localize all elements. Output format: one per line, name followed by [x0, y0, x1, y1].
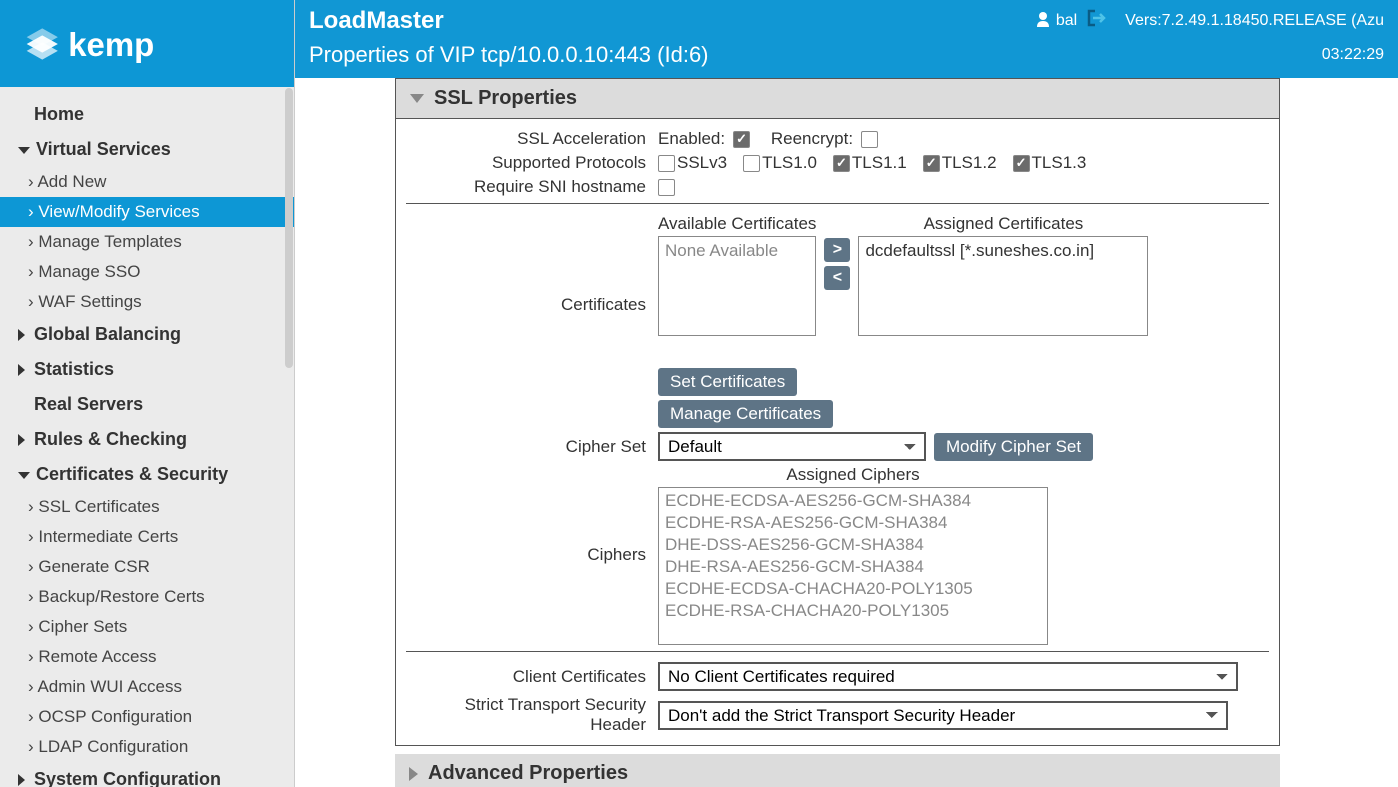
sidebar-item-global-balancing[interactable]: Global Balancing: [0, 317, 294, 352]
cipher-item[interactable]: DHE-RSA-AES256-GCM-SHA384: [665, 556, 1041, 578]
cipher-item[interactable]: ECDHE-ECDSA-CHACHA20-POLY1305: [665, 578, 1041, 600]
sni-label: Require SNI hostname: [406, 177, 658, 197]
manage-certificates-button[interactable]: Manage Certificates: [658, 400, 833, 428]
sidebar-item-ocsp-configuration[interactable]: OCSP Configuration: [0, 702, 294, 732]
cipher-set-label: Cipher Set: [406, 437, 658, 457]
assigned-certs-list[interactable]: dcdefaultssl [*.suneshes.co.in]: [858, 236, 1148, 336]
cipher-item[interactable]: ECDHE-RSA-CHACHA20-POLY1305: [665, 600, 1041, 622]
sidebar-item-home[interactable]: Home: [0, 97, 294, 132]
svg-text:kemp: kemp: [68, 26, 154, 63]
certificates-label: Certificates: [406, 295, 658, 315]
enabled-label: Enabled:: [658, 129, 725, 149]
sidebar-item-remote-access[interactable]: Remote Access: [0, 642, 294, 672]
cipher-item[interactable]: DHE-DSS-AES256-GCM-SHA384: [665, 534, 1041, 556]
sidebar-item-virtual-services[interactable]: Virtual Services: [0, 132, 294, 167]
sidebar-item-system-configuration[interactable]: System Configuration: [0, 762, 294, 787]
reencrypt-label: Reencrypt:: [771, 129, 853, 149]
modify-cipher-set-button[interactable]: Modify Cipher Set: [934, 433, 1093, 461]
header: LoadMaster bal Vers:7.2.49.1.18450.RELEA…: [295, 0, 1398, 78]
sidebar-item-ldap-configuration[interactable]: LDAP Configuration: [0, 732, 294, 762]
protocol-tls13-label: TLS1.3: [1032, 153, 1087, 173]
sidebar-item-view-modify-services[interactable]: View/Modify Services: [0, 197, 294, 227]
sidebar-item-manage-templates[interactable]: Manage Templates: [0, 227, 294, 257]
protocol-sslv3-label: SSLv3: [677, 153, 727, 173]
page-title: Properties of VIP tcp/10.0.0.10:443 (Id:…: [309, 42, 1322, 68]
chevron-down-icon: [410, 94, 424, 103]
cipher-set-select[interactable]: Default: [658, 432, 926, 461]
protocol-tls12-checkbox[interactable]: [923, 155, 940, 172]
sidebar-item-backup-restore-certs[interactable]: Backup/Restore Certs: [0, 582, 294, 612]
sidebar-item-certificates-security[interactable]: Certificates & Security: [0, 457, 294, 492]
app-title: LoadMaster: [309, 7, 1036, 35]
sidebar-item-add-new[interactable]: Add New: [0, 167, 294, 197]
sni-checkbox[interactable]: [658, 179, 675, 196]
protocol-tls12-label: TLS1.2: [942, 153, 997, 173]
sidebar-item-waf-settings[interactable]: WAF Settings: [0, 287, 294, 317]
sidebar-item-rules-checking[interactable]: Rules & Checking: [0, 422, 294, 457]
sidebar-item-statistics[interactable]: Statistics: [0, 352, 294, 387]
header-time: 03:22:29: [1322, 46, 1384, 64]
protocol-tls10-label: TLS1.0: [762, 153, 817, 173]
ssl-properties-panel: SSL Properties SSL Acceleration Enabled:…: [395, 78, 1280, 746]
content: SSL Properties SSL Acceleration Enabled:…: [295, 78, 1398, 787]
main: LoadMaster bal Vers:7.2.49.1.18450.RELEA…: [295, 0, 1398, 787]
client-cert-label: Client Certificates: [406, 667, 658, 687]
user-icon: [1036, 11, 1050, 32]
protocol-tls11-checkbox[interactable]: [833, 155, 850, 172]
protocols-label: Supported Protocols: [406, 153, 658, 173]
header-user: bal Vers:7.2.49.1.18450.RELEASE (Azu: [1036, 9, 1384, 33]
sidebar-nav: HomeVirtual ServicesAdd NewView/Modify S…: [0, 87, 294, 787]
advanced-panel-header[interactable]: Advanced Properties: [395, 754, 1280, 787]
chevron-right-icon: [409, 767, 418, 781]
username: bal: [1056, 12, 1077, 30]
cipher-item[interactable]: ECDHE-ECDSA-AES256-GCM-SHA384: [665, 490, 1041, 512]
assigned-ciphers-list[interactable]: ECDHE-ECDSA-AES256-GCM-SHA384ECDHE-RSA-A…: [658, 487, 1048, 645]
protocol-tls13-checkbox[interactable]: [1013, 155, 1030, 172]
logout-icon[interactable]: [1087, 9, 1107, 33]
kemp-logo-icon: kemp: [18, 18, 209, 70]
advanced-properties-panel: Advanced Properties: [395, 754, 1280, 787]
ssl-panel-header[interactable]: SSL Properties: [396, 79, 1279, 119]
avail-cert-header: Available Certificates: [658, 214, 816, 234]
ciphers-label: Ciphers: [406, 545, 658, 565]
sidebar-item-generate-csr[interactable]: Generate CSR: [0, 552, 294, 582]
sidebar-item-intermediate-certs[interactable]: Intermediate Certs: [0, 522, 294, 552]
set-certificates-button[interactable]: Set Certificates: [658, 368, 797, 396]
protocol-tls11-label: TLS1.1: [852, 153, 907, 173]
client-cert-select[interactable]: No Client Certificates required: [658, 662, 1238, 691]
assigned-ciphers-header: Assigned Ciphers: [658, 465, 1048, 485]
advanced-panel-title: Advanced Properties: [428, 762, 628, 785]
ssl-enabled-checkbox[interactable]: [733, 131, 750, 148]
logo-area: kemp: [0, 0, 294, 87]
protocol-tls10-checkbox[interactable]: [743, 155, 760, 172]
available-certs-list[interactable]: None Available: [658, 236, 816, 336]
sidebar-item-manage-sso[interactable]: Manage SSO: [0, 257, 294, 287]
assign-cert-button[interactable]: >: [824, 238, 850, 262]
protocol-sslv3-checkbox[interactable]: [658, 155, 675, 172]
assigned-cert-header: Assigned Certificates: [858, 214, 1148, 234]
sidebar-item-real-servers[interactable]: Real Servers: [0, 387, 294, 422]
sidebar-item-ssl-certificates[interactable]: SSL Certificates: [0, 492, 294, 522]
ssl-accel-label: SSL Acceleration: [406, 129, 658, 149]
ssl-panel-title: SSL Properties: [434, 87, 577, 110]
hsts-label: Strict Transport Security Header: [406, 695, 658, 735]
cipher-item[interactable]: ECDHE-RSA-AES256-GCM-SHA384: [665, 512, 1041, 534]
reencrypt-checkbox[interactable]: [861, 131, 878, 148]
sidebar-item-cipher-sets[interactable]: Cipher Sets: [0, 612, 294, 642]
sidebar-item-admin-wui-access[interactable]: Admin WUI Access: [0, 672, 294, 702]
unassign-cert-button[interactable]: <: [824, 266, 850, 290]
version-text: Vers:7.2.49.1.18450.RELEASE (Azu: [1125, 12, 1384, 30]
hsts-select[interactable]: Don't add the Strict Transport Security …: [658, 701, 1228, 730]
sidebar: kemp HomeVirtual ServicesAdd NewView/Mod…: [0, 0, 295, 787]
